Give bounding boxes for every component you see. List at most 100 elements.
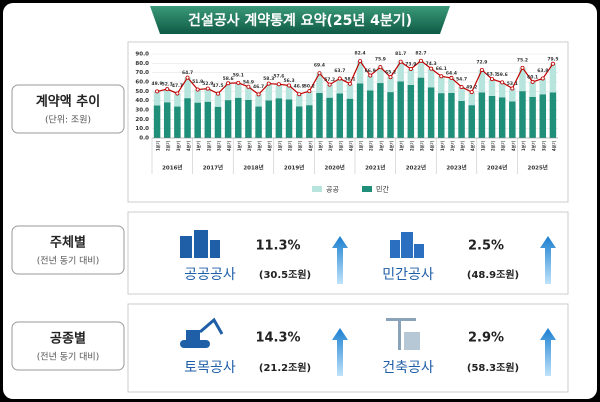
bar-segment bbox=[265, 100, 272, 138]
bar-segment bbox=[326, 84, 333, 98]
total-label: 75.2 bbox=[517, 57, 528, 63]
section-label: 주체별 bbox=[50, 235, 86, 251]
x-tick-label: 2분기 bbox=[408, 141, 414, 151]
total-label: 63.8 bbox=[537, 68, 548, 74]
total-marker bbox=[358, 59, 363, 64]
total-marker bbox=[276, 82, 281, 87]
section-label: 공종별 bbox=[50, 331, 86, 347]
bar-segment bbox=[153, 91, 161, 106]
x-tick-label: 2분기 bbox=[449, 141, 455, 151]
bar-segment bbox=[417, 60, 425, 78]
total-label: 51.9 bbox=[192, 79, 203, 85]
x-tick-label: 3분기 bbox=[459, 141, 465, 151]
up-arrow bbox=[332, 236, 348, 284]
total-label: 63.7 bbox=[334, 68, 345, 74]
section-sub: (전년 동기 대비) bbox=[37, 352, 99, 363]
bar-segment bbox=[397, 81, 404, 138]
up-arrow bbox=[332, 328, 348, 376]
up-arrow bbox=[540, 236, 556, 284]
bar-segment bbox=[306, 105, 313, 138]
x-tick-label: 1분기 bbox=[358, 141, 364, 151]
bar-segment bbox=[438, 93, 445, 138]
bar-segment bbox=[407, 69, 415, 85]
x-tick-label: 3분기 bbox=[337, 141, 343, 151]
bar-segment bbox=[275, 98, 283, 138]
total-label: 50.2 bbox=[304, 84, 315, 90]
year-label: 2016년 bbox=[162, 164, 182, 172]
total-label: 57.2 bbox=[324, 77, 335, 83]
crane-icon bbox=[386, 318, 420, 350]
total-marker bbox=[215, 91, 220, 96]
year-label: 2022년 bbox=[406, 164, 426, 172]
item-change: 2.9% bbox=[468, 331, 504, 346]
bar-segment bbox=[549, 92, 557, 138]
year-label: 2020년 bbox=[325, 164, 345, 172]
bar-segment bbox=[224, 83, 232, 101]
total-marker bbox=[307, 89, 312, 94]
total-marker bbox=[236, 80, 241, 85]
bar-segment bbox=[336, 78, 344, 94]
excavator-icon bbox=[180, 317, 224, 348]
bar-segment bbox=[458, 100, 465, 138]
x-tick-label: 3분기 bbox=[256, 141, 262, 151]
bar-segment bbox=[519, 91, 526, 138]
total-label: 64.4 bbox=[446, 70, 457, 76]
total-marker bbox=[195, 87, 200, 92]
bar-segment bbox=[214, 106, 222, 138]
total-label: 59.1 bbox=[233, 72, 244, 78]
x-tick-label: 4분기 bbox=[550, 141, 556, 151]
y-tick-label: 20.0 bbox=[135, 117, 149, 123]
year-label: 2017년 bbox=[203, 164, 223, 172]
bar-segment bbox=[184, 98, 191, 138]
bar-segment bbox=[377, 83, 384, 138]
bar-segment bbox=[194, 102, 201, 138]
bar-segment bbox=[204, 88, 212, 102]
bar-segment bbox=[163, 102, 171, 138]
year-label: 2025년 bbox=[528, 164, 548, 172]
total-marker bbox=[459, 84, 464, 89]
item-change: 11.3% bbox=[255, 239, 300, 254]
item-name: 건축공사 bbox=[382, 360, 434, 376]
total-marker bbox=[337, 76, 342, 81]
total-marker bbox=[378, 65, 383, 70]
item-amount: (58.3조원) bbox=[467, 361, 519, 374]
total-label: 79.5 bbox=[547, 56, 558, 62]
bar-segment bbox=[539, 94, 547, 138]
bar-segment bbox=[387, 92, 394, 138]
total-label: 58.6 bbox=[223, 76, 234, 82]
bar-segment bbox=[366, 90, 374, 138]
x-tick-label: 4분기 bbox=[388, 141, 394, 151]
item-amount: (48.9조원) bbox=[467, 268, 519, 281]
x-tick-label: 2분기 bbox=[246, 141, 252, 151]
total-marker bbox=[165, 87, 170, 92]
total-marker bbox=[398, 59, 403, 64]
bar-segment bbox=[478, 92, 486, 138]
x-tick-label: 4분기 bbox=[510, 141, 516, 151]
bar-segment bbox=[326, 97, 333, 138]
bar-segment bbox=[174, 93, 181, 107]
bar-segment bbox=[468, 92, 475, 106]
total-label: 47.5 bbox=[212, 83, 223, 89]
x-tick-label: 4분기 bbox=[347, 141, 353, 151]
total-marker bbox=[185, 75, 190, 80]
total-marker bbox=[256, 92, 261, 97]
y-tick-label: 30.0 bbox=[135, 108, 149, 114]
total-label: 47.7 bbox=[172, 83, 183, 89]
x-tick-label: 3분기 bbox=[175, 141, 181, 151]
bar-segment bbox=[295, 94, 303, 107]
arrows bbox=[332, 236, 556, 376]
total-marker bbox=[388, 75, 393, 80]
x-tick-label: 2분기 bbox=[530, 141, 536, 151]
total-marker bbox=[540, 76, 545, 81]
total-marker bbox=[530, 79, 535, 84]
bar-segment bbox=[275, 84, 283, 99]
total-marker bbox=[449, 75, 454, 80]
bar-segment bbox=[285, 85, 293, 100]
x-tick-label: 1분기 bbox=[195, 141, 201, 151]
x-tick-label: 3분기 bbox=[215, 141, 221, 151]
total-label: 54.9 bbox=[243, 79, 254, 85]
total-marker bbox=[520, 65, 525, 70]
bar-segment bbox=[529, 81, 536, 97]
x-tick-label: 2분기 bbox=[205, 141, 211, 151]
